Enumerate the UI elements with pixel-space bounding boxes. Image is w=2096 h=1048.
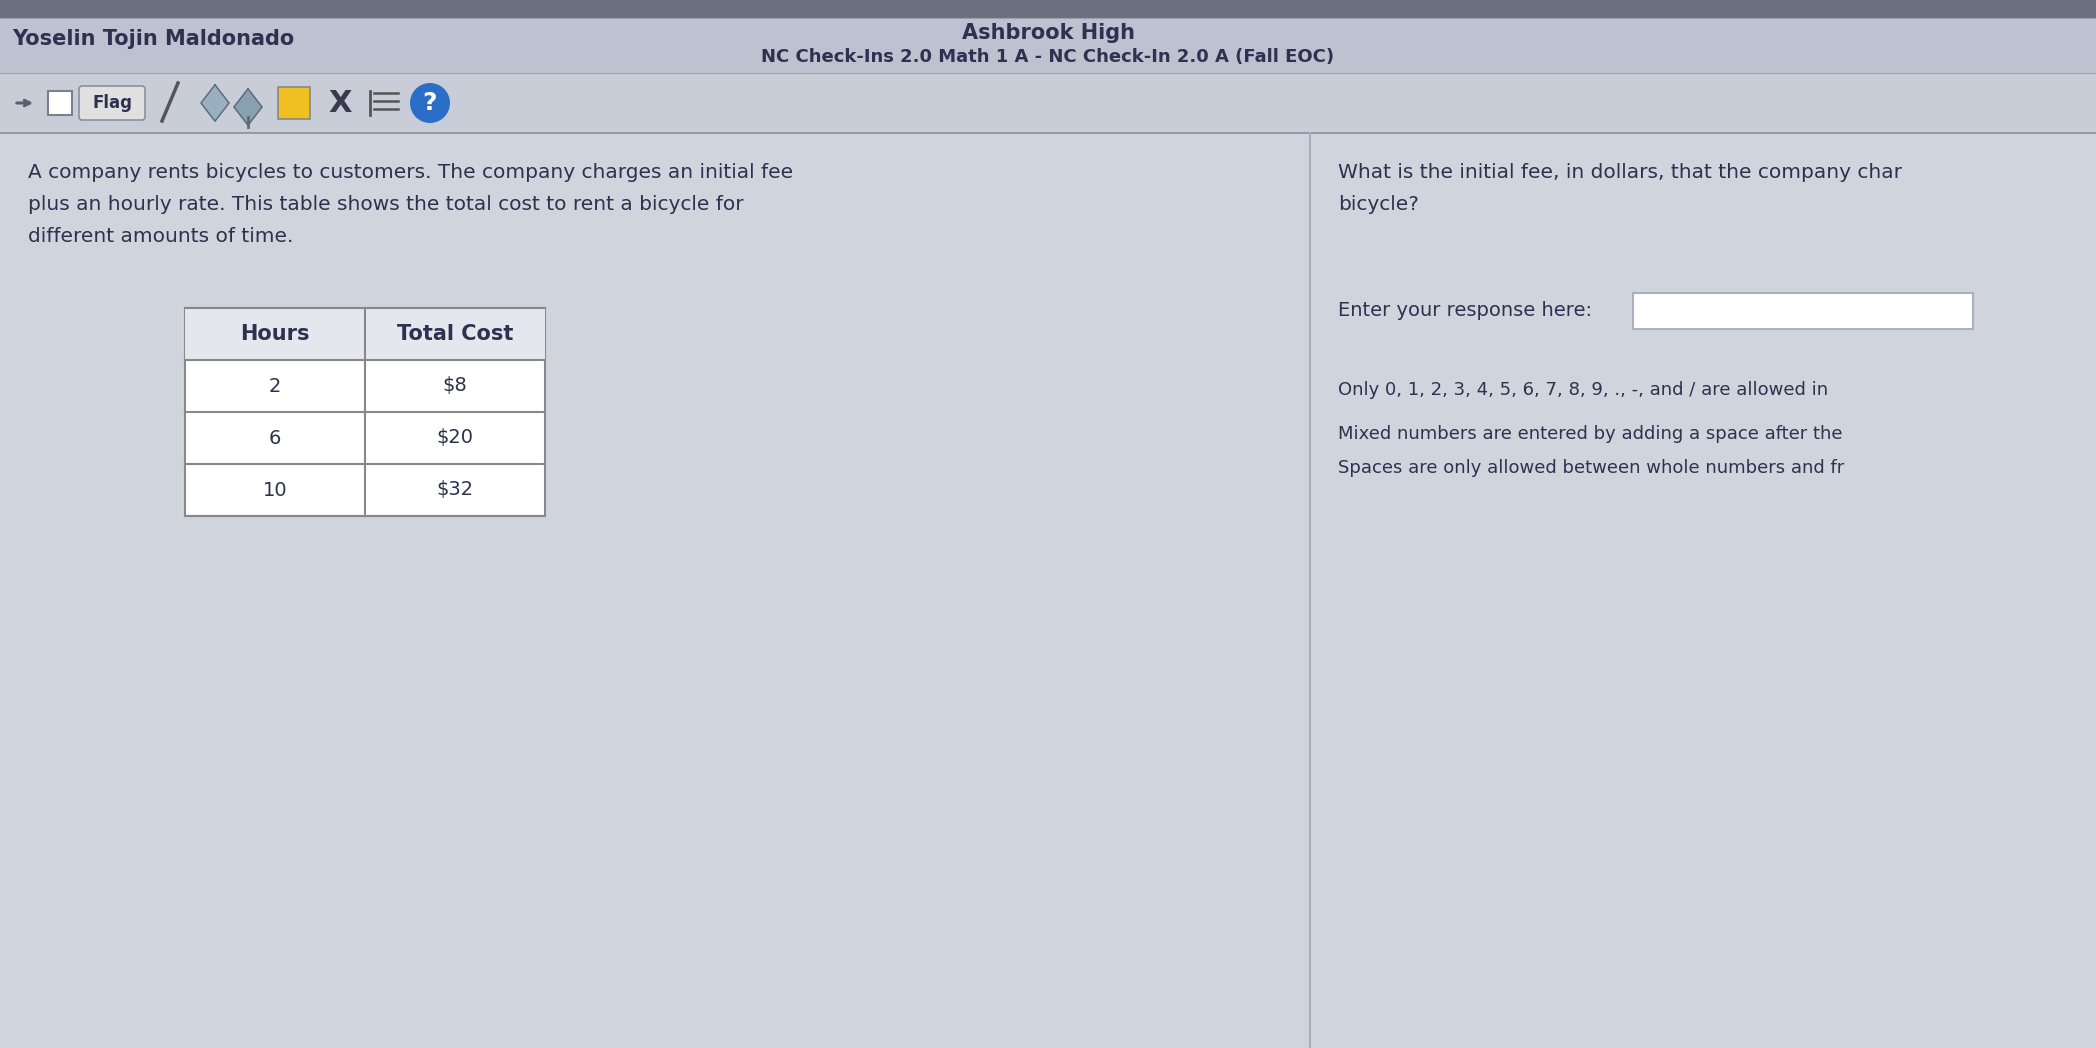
- FancyBboxPatch shape: [80, 86, 145, 121]
- Text: Enter your response here:: Enter your response here:: [1337, 302, 1593, 321]
- Bar: [0, 73, 2096, 133]
- Bar: [0, 18, 2096, 73]
- Text: Yoselin Tojin Maldonado: Yoselin Tojin Maldonado: [13, 29, 293, 49]
- Bar: [0, 133, 2096, 1048]
- Text: NC Check-Ins 2.0 Math 1 A - NC Check-In 2.0 A (Fall EOC): NC Check-Ins 2.0 Math 1 A - NC Check-In …: [761, 47, 1335, 65]
- Text: What is the initial fee, in dollars, that the company char: What is the initial fee, in dollars, tha…: [1337, 163, 1901, 182]
- Text: different amounts of time.: different amounts of time.: [27, 227, 293, 246]
- Text: ?: ?: [423, 91, 438, 115]
- Text: Ashbrook High: Ashbrook High: [962, 23, 1134, 43]
- Circle shape: [411, 83, 451, 123]
- Text: 2: 2: [268, 376, 281, 395]
- Text: 10: 10: [262, 480, 287, 500]
- Text: $32: $32: [436, 480, 474, 500]
- Bar: [48, 91, 71, 115]
- Text: Spaces are only allowed between whole numbers and fr: Spaces are only allowed between whole nu…: [1337, 459, 1844, 477]
- Text: Mixed numbers are entered by adding a space after the: Mixed numbers are entered by adding a sp…: [1337, 425, 1842, 443]
- Text: Flag: Flag: [92, 94, 132, 112]
- Text: $20: $20: [436, 429, 474, 447]
- Text: bicycle?: bicycle?: [1337, 195, 1419, 214]
- Text: Hours: Hours: [241, 324, 310, 344]
- Text: A company rents bicycles to customers. The company charges an initial fee: A company rents bicycles to customers. T…: [27, 163, 792, 182]
- Text: 6: 6: [268, 429, 281, 447]
- Text: X: X: [329, 88, 352, 117]
- Text: $8: $8: [442, 376, 467, 395]
- Bar: [184, 308, 545, 361]
- Text: plus an hourly rate. This table shows the total cost to rent a bicycle for: plus an hourly rate. This table shows th…: [27, 195, 744, 214]
- Bar: [0, 0, 2096, 18]
- Text: Only 0, 1, 2, 3, 4, 5, 6, 7, 8, 9, ., -, and / are allowed in: Only 0, 1, 2, 3, 4, 5, 6, 7, 8, 9, ., -,…: [1337, 381, 1828, 399]
- Text: Total Cost: Total Cost: [396, 324, 514, 344]
- Polygon shape: [235, 89, 262, 125]
- Bar: [184, 308, 545, 516]
- Bar: [1633, 293, 1972, 329]
- Polygon shape: [201, 85, 228, 122]
- Bar: [279, 87, 310, 119]
